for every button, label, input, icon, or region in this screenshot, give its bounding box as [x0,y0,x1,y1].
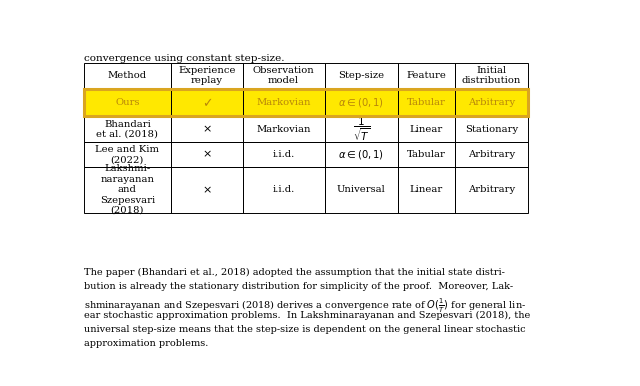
Text: Tabular: Tabular [407,150,446,159]
Text: The paper (Bhandari et al., 2018) adopted the assumption that the initial state : The paper (Bhandari et al., 2018) adopte… [84,268,505,277]
Bar [84,167,171,213]
Bar [398,116,455,142]
Text: Initial
distribution: Initial distribution [462,66,522,85]
Text: Stationary: Stationary [465,125,518,134]
Text: ear stochastic approximation problems.  In Lakshminarayanan and Szepesvari (2018: ear stochastic approximation problems. I… [84,311,530,320]
Bar [455,142,529,167]
Bar [324,142,398,167]
Bar [455,167,529,213]
Text: Linear: Linear [410,125,443,134]
Text: Tabular: Tabular [407,98,446,107]
Text: Arbitrary: Arbitrary [468,150,515,159]
Text: Markovian: Markovian [257,125,311,134]
Bar [243,89,324,116]
Bar [84,142,529,167]
Bar [84,63,171,89]
Bar [324,89,398,116]
Text: shminarayanan and Szepesvari (2018) derives a convergence rate of $O(\frac{1}{T}: shminarayanan and Szepesvari (2018) deri… [84,296,526,315]
Bar [84,89,529,116]
Text: Ours: Ours [115,98,140,107]
Bar [455,63,529,89]
Bar [398,142,455,167]
Bar [84,167,529,213]
Bar [324,116,398,142]
Text: $\dfrac{1}{\sqrt{T}}$: $\dfrac{1}{\sqrt{T}}$ [353,115,370,143]
Text: $\times$: $\times$ [202,185,212,195]
Bar [171,167,243,213]
Bar [84,142,171,167]
Text: Markovian: Markovian [257,98,311,107]
Text: Lee and Kim
(2022): Lee and Kim (2022) [95,145,159,164]
Bar [324,167,398,213]
Bar [324,63,398,89]
Text: $\alpha \in (0, 1)$: $\alpha \in (0, 1)$ [338,148,384,161]
Text: $\times$: $\times$ [202,124,212,134]
Text: Universal: Universal [337,185,386,194]
Text: Bhandari
et al. (2018): Bhandari et al. (2018) [97,120,158,139]
Bar [243,142,324,167]
Text: Arbitrary: Arbitrary [468,98,515,107]
Bar [243,116,324,142]
Text: approximation problems.: approximation problems. [84,339,209,348]
Bar [171,89,243,116]
Text: Method: Method [108,71,147,80]
Bar [84,116,171,142]
Bar [84,89,171,116]
Text: Observation
model: Observation model [253,66,314,85]
Bar [455,89,529,116]
Text: convergence using constant step-size.: convergence using constant step-size. [84,54,284,63]
Text: Experience
replay: Experience replay [178,66,236,85]
Text: Linear: Linear [410,185,443,194]
Bar [84,89,529,116]
Bar [398,89,455,116]
Bar [171,63,243,89]
Text: Step-size: Step-size [338,71,384,80]
Bar [455,116,529,142]
Text: universal step-size means that the step-size is dependent on the general linear : universal step-size means that the step-… [84,325,525,334]
Bar [84,63,529,89]
Text: $\alpha \in (0, 1)$: $\alpha \in (0, 1)$ [338,96,384,109]
Bar [171,116,243,142]
Text: $\checkmark$: $\checkmark$ [202,96,212,109]
Bar [398,63,455,89]
Text: i.i.d.: i.i.d. [273,150,295,159]
Bar [171,142,243,167]
Text: $\times$: $\times$ [202,149,212,160]
Text: i.i.d.: i.i.d. [273,185,295,194]
Bar [243,167,324,213]
Bar [398,167,455,213]
Bar [243,63,324,89]
Text: bution is already the stationary distribution for simplicity of the proof.  More: bution is already the stationary distrib… [84,282,513,291]
Bar [84,116,529,142]
Text: Feature: Feature [406,71,446,80]
Text: Arbitrary: Arbitrary [468,185,515,194]
Text: Lakshmi-
narayanan
and
Szepesvari
(2018): Lakshmi- narayanan and Szepesvari (2018) [100,164,155,215]
